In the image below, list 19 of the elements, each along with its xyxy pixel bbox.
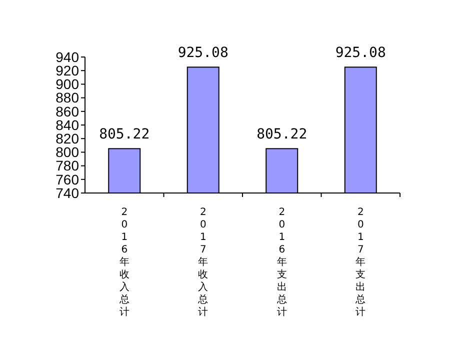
data-label: 925.08 [178, 45, 228, 62]
y-tick-label: 800 [56, 144, 80, 160]
y-tick-label: 760 [56, 171, 80, 188]
y-tick-label: 900 [56, 76, 80, 92]
category-label: 2017年收入总计 [198, 207, 208, 318]
y-tick-label: 840 [56, 116, 80, 133]
y-tick-label: 820 [56, 130, 80, 146]
y-tick-label: 880 [56, 90, 80, 106]
y-tick-label: 860 [56, 103, 80, 120]
data-label: 805.22 [256, 126, 308, 143]
category-label: 2017年支出总计 [356, 207, 366, 318]
y-tick-label: 920 [56, 62, 80, 78]
category-label: 2016年支出总计 [276, 207, 287, 318]
category-label: 2016年收入总计 [119, 207, 130, 318]
y-tick-label: 740 [56, 184, 80, 201]
data-label: 805.22 [99, 126, 150, 143]
data-label: 925.08 [335, 45, 386, 62]
y-tick-label: 780 [56, 158, 80, 174]
y-tick-label: 940 [56, 48, 80, 65]
